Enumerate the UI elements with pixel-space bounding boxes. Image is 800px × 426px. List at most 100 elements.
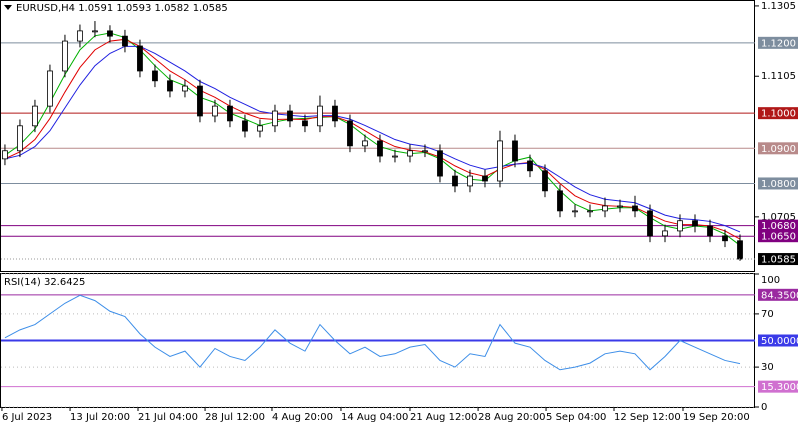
level-tag: 1.0650	[758, 230, 798, 243]
candle-body	[512, 140, 518, 162]
candle-body	[257, 125, 263, 132]
chart-title: EURUSD,H4 1.0591 1.0593 1.0582 1.0585	[16, 3, 228, 14]
candle-body	[182, 85, 188, 92]
level-tag: 84.3500	[758, 288, 800, 301]
x-tick-label: 28 Jul 12:00	[205, 412, 265, 423]
candle-body	[392, 155, 398, 158]
candle-body	[2, 150, 8, 160]
candle-body	[32, 105, 38, 127]
candle-body	[467, 175, 473, 187]
last-price-label: 1.0585	[761, 255, 796, 266]
x-tick-label: 28 Aug 20:00	[478, 412, 545, 423]
last-price-bg	[758, 253, 798, 266]
candle-body	[62, 40, 68, 72]
level-label: 15.3000	[761, 382, 800, 393]
candle-body	[647, 210, 653, 237]
candle-body	[452, 175, 458, 187]
candle-body	[407, 150, 413, 157]
candle-body	[692, 220, 698, 227]
candle-body	[242, 120, 248, 132]
x-tick-label: 19 Sep 20:00	[683, 412, 750, 423]
candle-body	[527, 160, 533, 172]
candle-body	[362, 140, 368, 147]
x-tick-label: 21 Aug 12:00	[410, 412, 477, 423]
x-tick-label: 21 Jul 04:00	[138, 412, 198, 423]
candle-body	[572, 210, 578, 213]
level-tag: 1.1200	[758, 36, 798, 49]
level-label: 1.0800	[761, 179, 796, 190]
candle-body	[422, 150, 428, 153]
y-tick-label: 100	[761, 275, 780, 286]
candle-body	[377, 140, 383, 157]
level-tag-bg	[758, 177, 798, 190]
candle-body	[332, 105, 338, 122]
last-price-tag: 1.0585	[758, 253, 798, 266]
level-tag-bg	[758, 288, 798, 301]
candle-body	[557, 190, 563, 212]
candle-body	[227, 105, 233, 122]
level-label: 1.0650	[761, 232, 796, 243]
candle-body	[317, 105, 323, 127]
x-tick-label: 13 Jul 20:00	[70, 412, 130, 423]
level-label: 84.3500	[761, 290, 800, 301]
candle-body	[737, 240, 743, 260]
candle-body	[497, 140, 503, 182]
candle-body	[437, 150, 443, 177]
level-label: 1.1000	[761, 109, 796, 120]
level-tag-bg	[758, 380, 798, 393]
moving-average	[4, 38, 741, 240]
menu-arrow[interactable]	[4, 5, 12, 10]
level-tag-bg	[758, 142, 798, 155]
candle-body	[167, 80, 173, 92]
candle-body	[617, 205, 623, 208]
candle-body	[722, 235, 728, 242]
level-tag-bg	[758, 36, 798, 49]
y-tick-label: 70	[761, 309, 774, 320]
candle-body	[677, 220, 683, 232]
candle-body	[272, 110, 278, 127]
x-tick-label: 6 Jul 2023	[2, 412, 52, 423]
x-tick-label: 14 Aug 04:00	[341, 412, 408, 423]
level-tag: 1.0680	[758, 219, 798, 232]
candle-body	[587, 210, 593, 213]
rsi-title: RSI(14) 32.6425	[4, 277, 85, 288]
main-frame	[0, 0, 755, 272]
candle-body	[707, 225, 713, 237]
y-tick-label: 0	[761, 402, 767, 413]
candle-body	[287, 110, 293, 122]
level-tag: 1.0800	[758, 177, 798, 190]
level-label: 50.0000	[761, 336, 800, 347]
y-tick-label: 30	[761, 362, 774, 373]
x-tick-label: 5 Sep 04:00	[546, 412, 606, 423]
moving-average	[4, 45, 741, 233]
moving-average	[4, 32, 741, 246]
level-tag-bg	[758, 334, 798, 347]
candle-body	[602, 205, 608, 212]
y-tick-label: 1.1105	[761, 71, 796, 82]
candle-body	[107, 30, 113, 37]
candle-body	[47, 70, 53, 107]
candle-body	[662, 230, 668, 237]
candle-body	[347, 120, 353, 147]
candle-body	[212, 105, 218, 117]
candle-body	[632, 205, 638, 212]
x-tick-label: 12 Sep 12:00	[614, 412, 681, 423]
y-tick-label: 1.1305	[761, 1, 796, 12]
candle-body	[137, 45, 143, 72]
candle-body	[17, 125, 23, 152]
candle-body	[482, 175, 488, 182]
rsi-line	[4, 294, 741, 371]
candle-body	[302, 120, 308, 127]
level-tag: 15.3000	[758, 380, 800, 393]
candle-body	[92, 30, 98, 33]
level-tag-bg	[758, 230, 798, 243]
level-tag: 1.0900	[758, 142, 798, 155]
y-tick-label: 1.0705	[761, 212, 796, 223]
level-tag-bg	[758, 107, 798, 120]
x-tick-label: 4 Aug 20:00	[272, 412, 333, 423]
level-label: 1.0900	[761, 144, 796, 155]
level-tag: 1.1000	[758, 107, 798, 120]
candle-body	[122, 35, 128, 47]
